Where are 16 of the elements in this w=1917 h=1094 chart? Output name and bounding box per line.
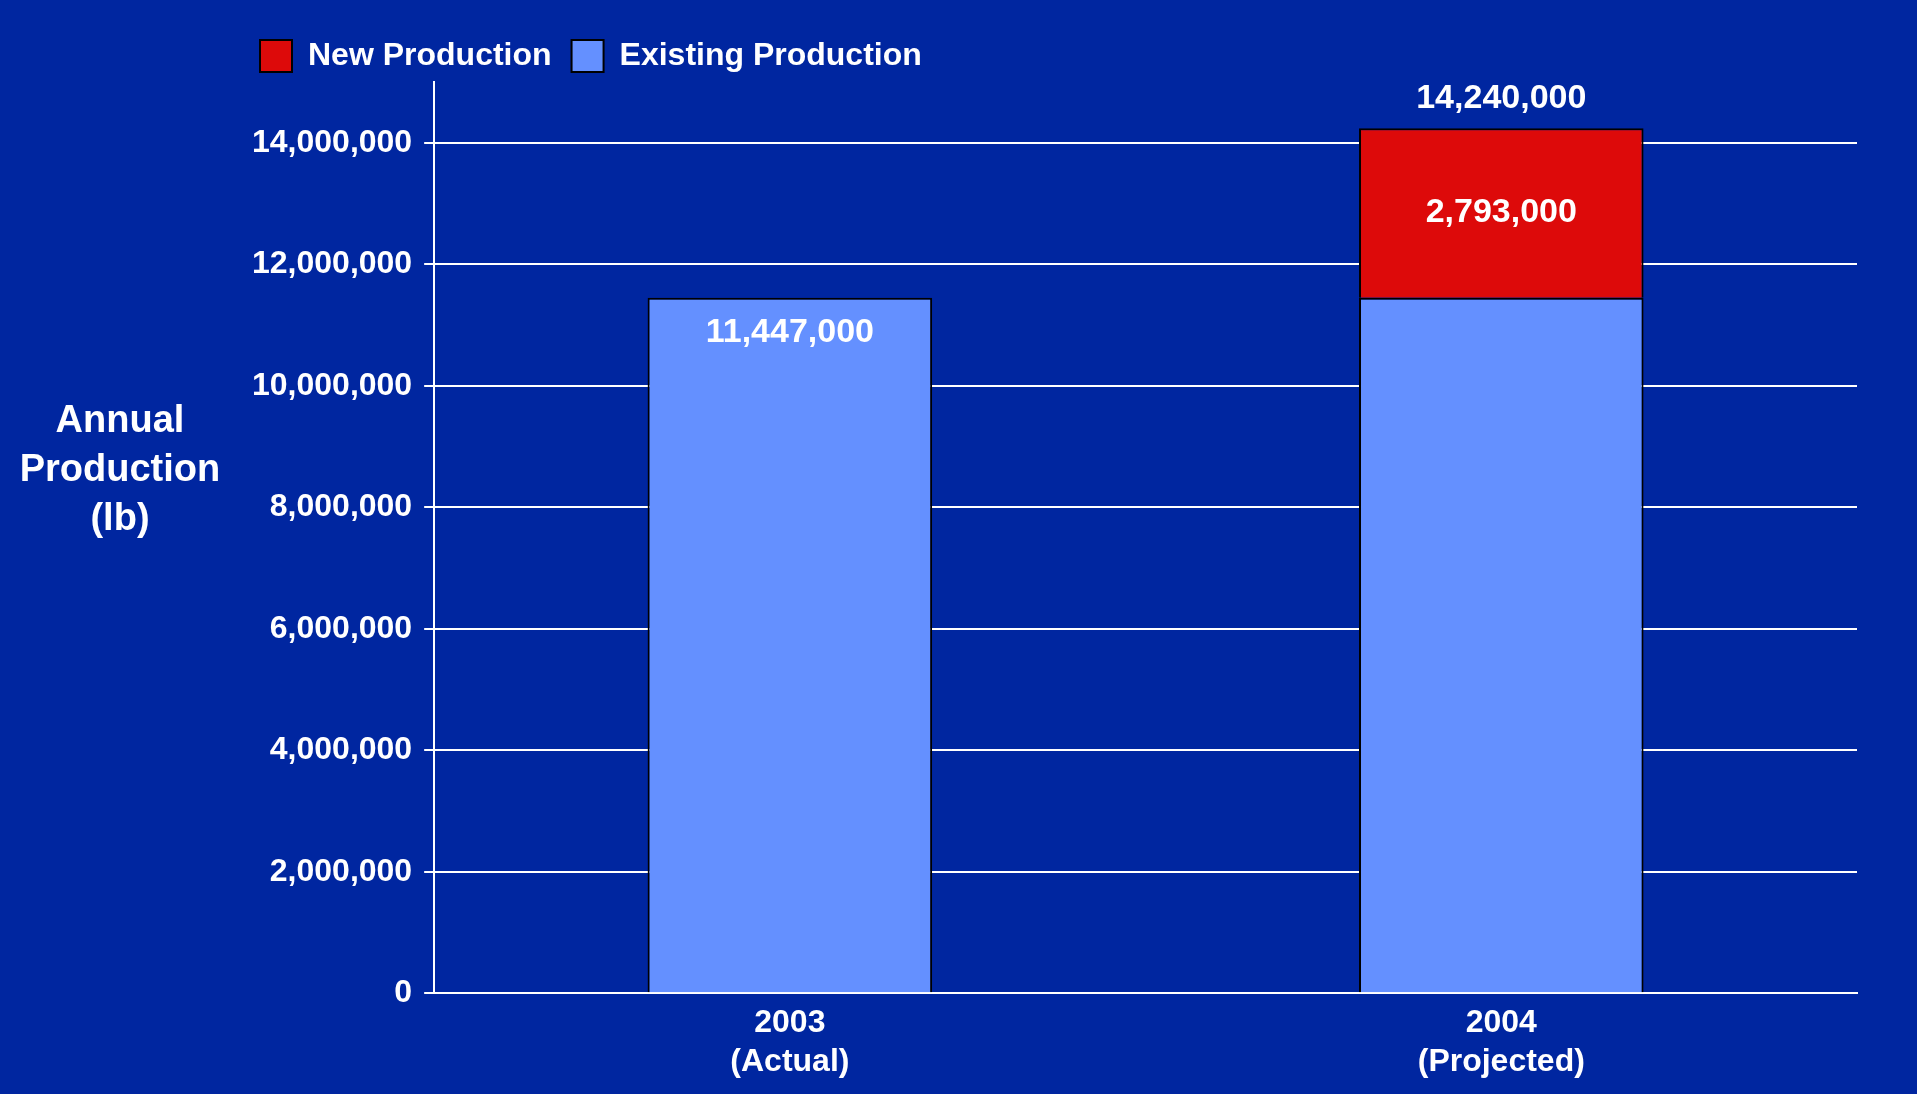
y-tick-label: 0 (394, 973, 413, 1010)
y-tick-label: 10,000,000 (252, 365, 413, 402)
y-axis-title: Annual Production (lb) (18, 397, 222, 540)
x-tick-label: 2003 (Actual) (730, 1003, 850, 1078)
data-label: 2,793,000 (1425, 191, 1577, 230)
y-tick-label: 2,000,000 (269, 851, 413, 888)
legend-label: New Production (308, 35, 552, 72)
legend-label: Existing Production (619, 35, 922, 72)
y-tick-label: 14,000,000 (252, 122, 413, 159)
y-tick-label: 8,000,000 (269, 487, 413, 524)
y-tick-label: 6,000,000 (269, 608, 413, 645)
y-tick-label: 12,000,000 (252, 244, 413, 281)
data-label: 11,447,000 (705, 311, 875, 350)
total-label: 14,240,000 (1416, 76, 1587, 115)
y-tick-label: 4,000,000 (269, 730, 413, 767)
x-tick-label: 2004 (Projected) (1417, 1003, 1585, 1078)
